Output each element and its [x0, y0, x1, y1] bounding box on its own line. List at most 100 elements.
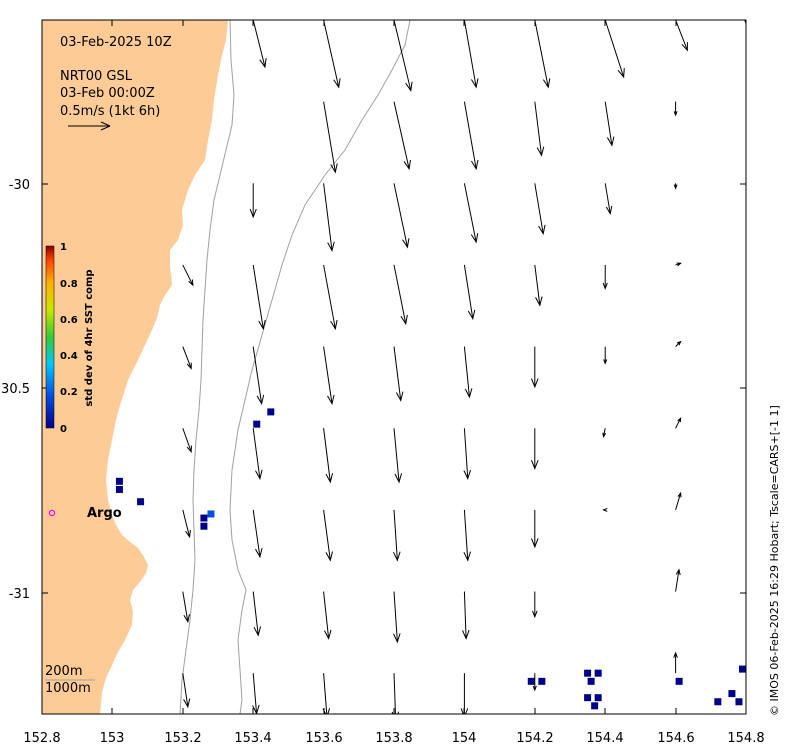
current-vector-arrow — [182, 428, 192, 454]
current-vector-arrow — [534, 183, 546, 236]
current-vector-arrow — [463, 428, 471, 480]
current-vector-arrow — [673, 651, 678, 674]
x-axis: 152.8 153 153.2 153.4 153.6 153.8 154 15… — [23, 20, 765, 746]
current-vector-arrow — [531, 346, 539, 389]
current-vector-arrow — [252, 591, 262, 637]
x-tick-label: 153 — [100, 731, 125, 746]
current-vector-arrow — [252, 673, 260, 714]
current-vector-arrow — [393, 428, 403, 484]
sst-std-cell — [591, 702, 599, 710]
current-vector-arrow — [393, 264, 408, 326]
current-vector-arrow — [252, 428, 263, 480]
current-vector-arrow — [393, 346, 404, 402]
sst-std-cells — [115, 408, 746, 710]
sst-std-cell — [738, 665, 746, 673]
colorbar-gradient — [45, 245, 55, 429]
sst-std-cell — [253, 420, 261, 428]
current-vector-arrow — [182, 346, 192, 370]
argo-float-marker — [48, 509, 56, 517]
current-vector-arrow — [534, 101, 545, 157]
sst-std-cell — [115, 477, 123, 485]
current-vector-arrow — [604, 20, 625, 79]
x-tick-label: 153.6 — [305, 731, 342, 746]
current-vector-arrow — [463, 20, 479, 89]
sst-std-cell — [267, 408, 275, 416]
current-vector-arrow — [391, 673, 400, 714]
current-vector-arrow — [323, 101, 338, 174]
sst-std-cell — [200, 514, 208, 522]
vector-scale-label: 0.5m/s (1kt 6h) — [60, 104, 160, 119]
current-vector-arrow — [604, 101, 615, 147]
current-vector-arrow — [182, 591, 190, 624]
current-vector-arrow — [675, 568, 681, 592]
current-vector-arrow — [249, 183, 257, 219]
sst-std-cell — [735, 698, 743, 706]
x-tick-label: 153.8 — [375, 731, 412, 746]
current-vector-arrow — [675, 20, 688, 52]
current-vector-arrow — [323, 591, 332, 640]
sst-std-cell — [728, 690, 736, 698]
colorbar-tick: 0.4 — [60, 351, 78, 362]
sst-std-cell — [584, 694, 592, 702]
product-time: 03-Feb 00:00Z — [60, 86, 155, 101]
sst-std-cell — [538, 677, 546, 685]
sst-std-cell — [207, 510, 215, 518]
x-tick-label: 152.8 — [23, 731, 60, 746]
sst-std-cell — [527, 677, 535, 685]
x-tick-label: 154.4 — [586, 731, 623, 746]
current-vector-arrow — [252, 264, 266, 331]
x-tick-label: 154 — [452, 731, 477, 746]
y-tick-label: -31 — [9, 587, 30, 602]
isobath-200m-label: 200m — [45, 664, 82, 679]
colorbar-tick: 0 — [60, 424, 67, 435]
colorbar-tick: 0.2 — [60, 387, 78, 398]
current-vector-arrow — [462, 591, 470, 640]
current-vector-arrow — [252, 346, 265, 406]
current-vector-arrow — [673, 101, 678, 117]
x-tick-label: 154.2 — [516, 731, 553, 746]
current-vector-arrow — [675, 262, 682, 267]
current-vector-arrow — [323, 183, 335, 252]
current-vector-arrow — [252, 509, 263, 559]
product-name: NRT00 GSL — [60, 69, 133, 84]
sst-std-cell — [200, 522, 208, 530]
current-vector-arrow — [463, 183, 479, 244]
current-vector-arrow — [252, 20, 267, 69]
isobath-1000m-label: 1000m — [45, 681, 91, 696]
coastline-land — [42, 20, 228, 714]
current-vector-arrow — [531, 509, 539, 549]
credit-text: © IMOS 06-Feb-2025 16:29 Hobart; Tscale=… — [768, 405, 781, 716]
current-vectors — [182, 20, 746, 714]
map-datetime: 03-Feb-2025 10Z — [60, 35, 172, 50]
isobath-200m-line — [179, 20, 235, 714]
current-vector-arrow — [393, 183, 410, 249]
current-vector-arrow — [323, 428, 334, 484]
sst-std-cell — [594, 669, 602, 677]
current-vector-arrow — [393, 20, 413, 92]
x-tick-label: 153.4 — [234, 731, 271, 746]
current-vector-arrow — [182, 509, 191, 539]
scale-arrow-icon — [68, 121, 111, 131]
sst-std-cell — [714, 698, 722, 706]
colorbar-tick: 0.6 — [60, 315, 78, 326]
current-vector-arrow — [323, 346, 335, 406]
argo-label: Argo — [87, 506, 122, 521]
isobath-1000m-line — [229, 20, 411, 714]
current-vector-arrow — [323, 264, 338, 331]
current-vector-arrow — [182, 264, 194, 287]
y-tick-label: 30.5 — [1, 382, 30, 397]
current-vector-arrow — [393, 509, 401, 562]
current-vector-arrow — [463, 264, 476, 321]
current-vector-arrow — [534, 20, 551, 89]
sst-std-cell — [675, 677, 683, 685]
sst-std-cell — [115, 485, 123, 493]
y-tick-label: -30 — [9, 178, 30, 193]
current-vector-arrow — [393, 101, 412, 171]
current-vector-arrow — [323, 20, 341, 89]
sst-std-cell — [137, 498, 145, 506]
current-vector-arrow — [534, 264, 543, 307]
sst-std-cell — [587, 677, 595, 685]
colorbar-tick: 0.8 — [60, 279, 78, 290]
current-vector-arrow — [532, 673, 537, 692]
